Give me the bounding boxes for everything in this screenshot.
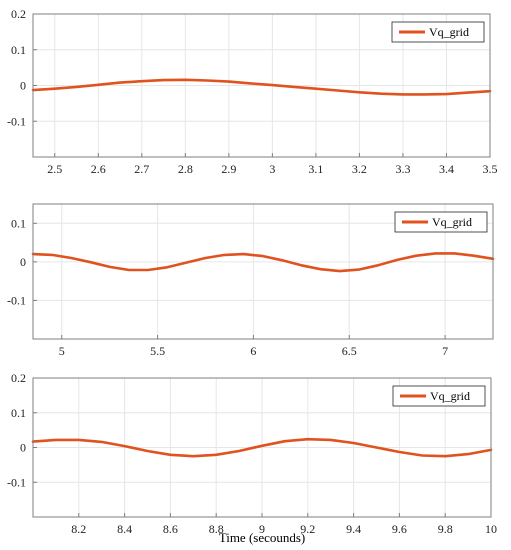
y-tick-label: 0.1: [11, 216, 26, 230]
x-axis-label: Time (secounds): [219, 530, 306, 545]
x-tick-label: 9.4: [346, 522, 361, 536]
x-tick-label: 2.9: [221, 162, 236, 176]
x-tick-label: 8.8: [209, 522, 224, 536]
x-tick-label: 3.2: [352, 162, 367, 176]
y-tick-label: 0: [20, 441, 26, 455]
y-tick-label: 0: [20, 79, 26, 93]
x-tick-label: 7: [442, 344, 448, 358]
x-tick-label: 5: [59, 344, 65, 358]
legend-label: Vq_grid: [432, 215, 472, 229]
series-line: [31, 252, 495, 273]
x-tick-label: 6: [250, 344, 256, 358]
x-tick-label: 3.4: [439, 162, 454, 176]
x-tick-label: 9.8: [438, 522, 453, 536]
legend-label: Vq_grid: [429, 25, 469, 39]
plot-frame: [32, 13, 491, 158]
x-tick-label: 2.8: [178, 162, 193, 176]
y-tick-label: -0.1: [7, 293, 26, 307]
x-tick-label: 6.5: [342, 344, 357, 358]
chart-1: 2.5 2.6 2.7 2.8 2.9 3 3.1 3.2 3.3 3.4 3.5 0.2 0.1 0 -0…: [7, 7, 498, 176]
y-tick-label: 0.2: [11, 7, 26, 21]
series-line: [31, 437, 493, 458]
legend-box: [392, 385, 486, 407]
y-tick-label: 0.2: [11, 371, 26, 385]
series-line: [31, 78, 492, 96]
y-tick-label: -0.1: [7, 475, 26, 489]
x-tick-label: 9: [259, 522, 265, 536]
y-tick-label: -0.1: [7, 114, 26, 128]
chart-2: 5 5.5 6 6.5 7 0.1 0 -0.1 Vq_grid: [7, 203, 495, 358]
x-tick-label: 5.5: [150, 344, 165, 358]
legend: Vq_grid: [394, 211, 488, 233]
x-tick-label: 9.6: [392, 522, 407, 536]
plot-frame: [32, 377, 492, 518]
x-tick-label: 8.2: [71, 522, 86, 536]
x-tick-label: 8.4: [117, 522, 132, 536]
legend-box: [394, 211, 488, 233]
y-tick-label: 0: [20, 255, 26, 269]
x-tick-label: 2.6: [91, 162, 106, 176]
plot-frame: [32, 203, 494, 340]
x-tick-label: 8.6: [163, 522, 178, 536]
y-tick-label: 0.1: [11, 43, 26, 57]
chart-3: 8.2 8.4 8.6 8.8 9 9.2 9.4 9.6 9.8 10 0.2 0.1 0 -0.1 Vq…: [7, 371, 497, 536]
x-tick-label: 2.5: [47, 162, 62, 176]
x-tick-label: 9.2: [300, 522, 315, 536]
legend-label: Vq_grid: [430, 389, 470, 403]
x-tick-label: 3.5: [483, 162, 498, 176]
x-tick-label: 3: [269, 162, 275, 176]
legend-box: [391, 21, 485, 43]
legend: Vq_grid: [392, 385, 486, 407]
x-tick-label: 2.7: [134, 162, 149, 176]
x-tick-label: 10: [485, 522, 497, 536]
x-tick-label: 3.1: [308, 162, 323, 176]
y-tick-label: 0.1: [11, 406, 26, 420]
legend: Vq_grid: [391, 21, 485, 43]
x-tick-label: 3.3: [395, 162, 410, 176]
